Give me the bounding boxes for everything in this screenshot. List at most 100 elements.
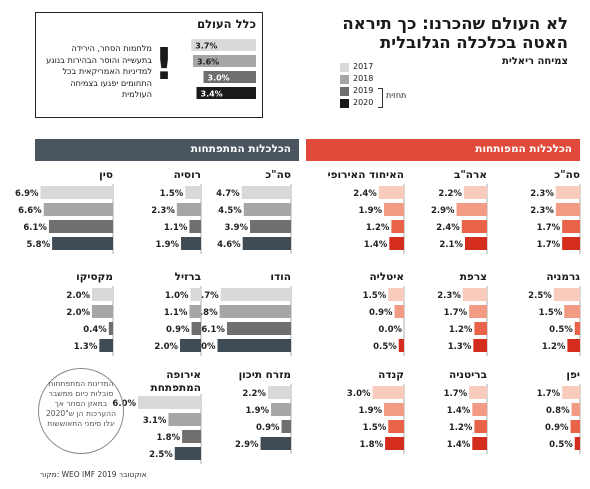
emerging-header-label: הכלכלות המתפתחות bbox=[190, 143, 291, 155]
emerging-bar-2018 bbox=[176, 203, 201, 216]
legend-swatch bbox=[340, 99, 349, 108]
emerging-bar-label: 1.5% bbox=[160, 189, 184, 199]
developed-bar-2018 bbox=[394, 305, 404, 318]
developed-bar-2018 bbox=[469, 305, 487, 318]
world-bar-2019 bbox=[203, 71, 256, 83]
developed-bar-label: 0.5% bbox=[373, 342, 397, 352]
developed-bar-2020 bbox=[472, 437, 487, 450]
developed-bar-2017 bbox=[469, 386, 487, 399]
emerging-bar-2019 bbox=[250, 220, 291, 233]
world-bar-2018 bbox=[193, 55, 256, 67]
emerging-bar-2018 bbox=[168, 413, 201, 426]
developed-bar-2017 bbox=[555, 186, 580, 199]
developed-bar-2020 bbox=[567, 339, 580, 352]
world-box: כלל העולם 3.7% 3.6% 3.0% 3.4% ! מלחמות הסחר… bbox=[35, 12, 263, 118]
title-line-2: האטה בכלכלה הגלובלית bbox=[380, 33, 568, 52]
emerging-bar-label: 0.9% bbox=[256, 423, 280, 433]
legend: 2017 2018 2019 2020 תחזית bbox=[340, 62, 420, 110]
emerging-bar-label: 0.9% bbox=[166, 325, 190, 335]
warning-exclamation: ! bbox=[154, 39, 175, 90]
emerging-country-name: אירופה bbox=[166, 369, 201, 381]
emerging-bar-label: 1.3% bbox=[74, 342, 98, 352]
developed-bar-label: 2.2% bbox=[438, 189, 462, 199]
developed-header: הכלכלות המפותחות bbox=[306, 139, 580, 161]
developed-bar-2017 bbox=[378, 186, 404, 199]
developed-bar-label: 1.4% bbox=[447, 440, 471, 450]
source-note: מקור: WEO IMF אוקטובר 2019 bbox=[40, 470, 147, 479]
emerging-bar-label: 1.9% bbox=[155, 240, 179, 250]
emerging-bar-2019 bbox=[226, 322, 291, 335]
developed-bar-label: 2.4% bbox=[353, 189, 377, 199]
emerging-bar-label: 3.1% bbox=[143, 416, 167, 426]
developed-country-name: גרמניה bbox=[546, 271, 580, 283]
developed-bar-label: 0.0% bbox=[378, 325, 402, 335]
emerging-bar-label: 6.8% bbox=[194, 308, 218, 318]
emerging-bar-2017 bbox=[267, 386, 291, 399]
developed-bar-2019 bbox=[388, 420, 404, 433]
developed-bar-2019 bbox=[474, 420, 487, 433]
developed-bar-label: 2.4% bbox=[436, 223, 460, 233]
legend-swatch bbox=[340, 63, 349, 72]
emerging-bar-2020 bbox=[242, 237, 291, 250]
emerging-bar-label: 2.3% bbox=[151, 206, 175, 216]
developed-bar-2019 bbox=[391, 220, 404, 233]
developed-bar-label: 1.3% bbox=[448, 342, 472, 352]
emerging-bar-2019 bbox=[48, 220, 114, 233]
emerging-bar-label: 2.0% bbox=[66, 291, 90, 301]
developed-bar-label: 1.4% bbox=[364, 240, 388, 250]
emerging-country-name: סין bbox=[99, 169, 113, 181]
developed-bar-2019 bbox=[474, 322, 487, 335]
emerging-bar-2019 bbox=[108, 322, 113, 335]
developed-bar-2020 bbox=[385, 437, 404, 450]
emerging-country-name: המתפתחת bbox=[151, 382, 201, 394]
emerging-bar-label: 1.8% bbox=[157, 433, 181, 443]
developed-bar-2020 bbox=[464, 237, 487, 250]
emerging-bar-label: 4.6% bbox=[217, 240, 241, 250]
developed-bar-label: 1.4% bbox=[447, 406, 471, 416]
emerging-country-name: רוסיה bbox=[174, 169, 201, 181]
emerging-bar-label: 6.7% bbox=[195, 291, 219, 301]
developed-bar-label: 0.5% bbox=[549, 440, 573, 450]
emerging-bar-2019 bbox=[191, 322, 201, 335]
emerging-bar-2017 bbox=[40, 186, 113, 199]
developed-bar-label: 1.7% bbox=[444, 308, 468, 318]
developed-bar-label: 2.5% bbox=[528, 291, 552, 301]
developed-bar-label: 1.2% bbox=[542, 342, 566, 352]
developed-bar-2018 bbox=[555, 203, 580, 216]
developed-bar-label: 3.0% bbox=[347, 389, 371, 399]
emerging-bar-2017 bbox=[185, 186, 201, 199]
emerging-bar-2018 bbox=[189, 305, 201, 318]
world-bar-label: 3.4% bbox=[201, 90, 223, 99]
developed-country-name: איטליה bbox=[369, 271, 404, 283]
emerging-bar-label: 1.1% bbox=[164, 223, 188, 233]
world-bar-label: 3.0% bbox=[208, 74, 230, 83]
emerging-bar-label: 2.0% bbox=[66, 308, 90, 318]
developed-bar-2018 bbox=[571, 403, 580, 416]
emerging-header: הכלכלות המתפתחות bbox=[35, 139, 299, 161]
emerging-bar-label: 6.1% bbox=[23, 223, 47, 233]
developed-bar-2019 bbox=[562, 220, 580, 233]
emerging-country-name: הודו bbox=[270, 271, 291, 283]
emerging-bar-2019 bbox=[281, 420, 291, 433]
emerging-country-name: מזרח תיכון bbox=[239, 369, 291, 381]
emerging-bar-2018 bbox=[271, 403, 291, 416]
developed-bar-label: 0.5% bbox=[549, 325, 573, 335]
circle-note: המדינות המתפתחות סובלות כיום ממשבר במאזן… bbox=[38, 368, 124, 454]
developed-bar-2018 bbox=[456, 203, 487, 216]
developed-bar-label: 2.1% bbox=[439, 240, 463, 250]
developed-country-name: יפן bbox=[566, 369, 580, 381]
emerging-bar-label: 1.1% bbox=[164, 308, 188, 318]
chart-subtitle: צמיחה ריאלית bbox=[501, 56, 568, 67]
emerging-bar-2019 bbox=[189, 220, 201, 233]
developed-bar-label: 1.9% bbox=[358, 406, 382, 416]
legend-label: 2018 bbox=[353, 74, 374, 83]
developed-bar-label: 0.8% bbox=[546, 406, 570, 416]
developed-bar-label: 1.7% bbox=[537, 223, 561, 233]
world-box-title: כלל העולם bbox=[197, 17, 256, 31]
emerging-bar-2020 bbox=[174, 447, 201, 460]
emerging-bar-2020 bbox=[217, 339, 291, 352]
emerging-bar-2020 bbox=[181, 237, 201, 250]
developed-bar-2017 bbox=[462, 288, 487, 301]
forecast-bracket bbox=[378, 88, 383, 108]
